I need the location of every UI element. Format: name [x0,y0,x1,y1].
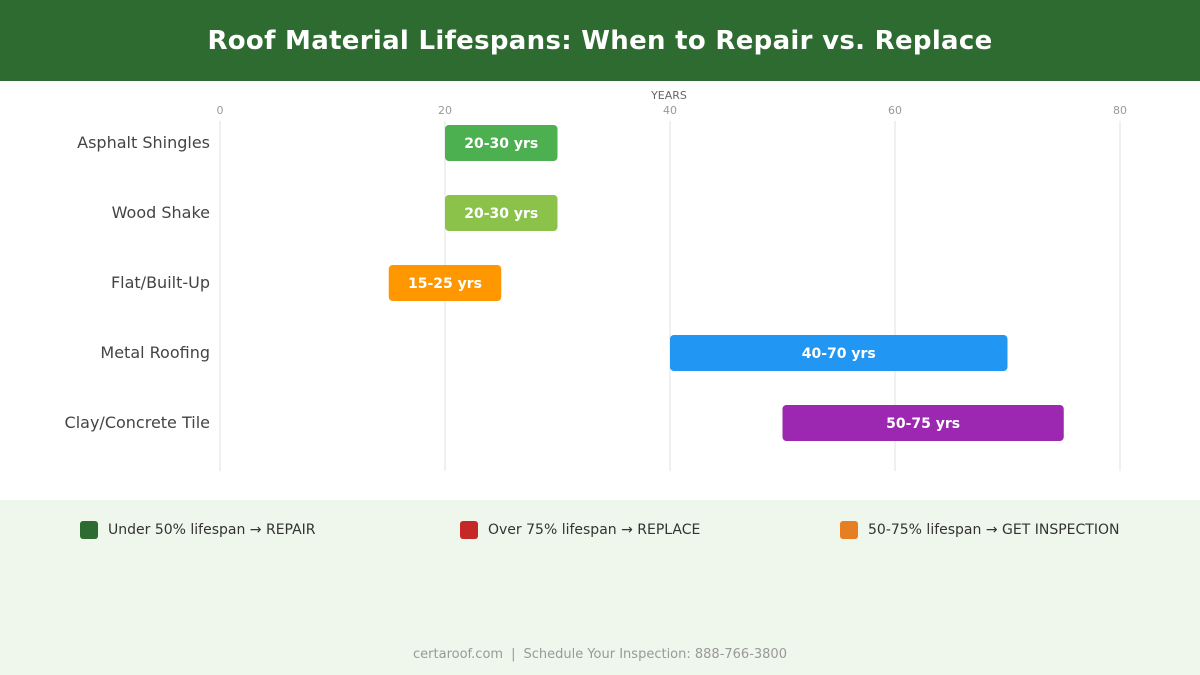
footer-separator: | [511,647,516,662]
legend-swatch-inspection [840,521,858,539]
category-label: Flat/Built-Up [111,273,210,292]
header-banner: Roof Material Lifespans: When to Repair … [0,0,1200,81]
footer: certaroof.com | Schedule Your Inspection: … [0,647,1200,662]
lifespan-chart: YEARS 0 20 40 60 80 Asphalt Shingles 20-30 yrs W… [65,89,1127,471]
legend-panel: Under 50% lifespan → REPAIR Over 75% lif… [0,500,1200,675]
x-tick-label-20: 20 [438,104,452,117]
footer-cta[interactable]: Schedule Your Inspection: 888-766-3800 [523,647,787,662]
bar [670,335,1008,371]
bar-data-label: 40-70 yrs [802,346,876,362]
legend-item-inspection: 50-75% lifespan → GET INSPECTION [840,520,1119,540]
x-tick-label-60: 60 [888,104,902,117]
legend-item-replace: Over 75% lifespan → REPLACE [460,520,700,540]
legend-item-repair: Under 50% lifespan → REPAIR [80,520,316,540]
bar-data-label: 50-75 yrs [886,416,960,432]
x-tick-label-0: 0 [217,104,224,117]
footer-site-link[interactable]: certaroof.com [413,647,504,662]
x-axis-label: YEARS [650,89,687,102]
category-label: Metal Roofing [100,343,210,362]
x-tick-label-80: 80 [1113,104,1127,117]
bar-data-label: 20-30 yrs [464,206,538,222]
bar [445,125,558,161]
x-tick-label-40: 40 [663,104,677,117]
legend-label-inspection: 50-75% lifespan → GET INSPECTION [868,522,1120,538]
category-label: Clay/Concrete Tile [65,413,210,432]
legend-label-repair: Under 50% lifespan → REPAIR [108,522,316,538]
bar-data-label: 20-30 yrs [464,136,538,152]
bar [445,195,558,231]
bar [782,405,1064,441]
category-label: Asphalt Shingles [77,133,210,152]
chart-title: Roof Material Lifespans: When to Repair … [207,25,993,56]
bar-data-label: 15-25 yrs [408,276,482,292]
bar [388,265,502,301]
legend-label-replace: Over 75% lifespan → REPLACE [488,522,701,538]
legend-swatch-repair [80,521,98,539]
category-label: Wood Shake [112,203,210,222]
legend-swatch-replace [460,521,478,539]
